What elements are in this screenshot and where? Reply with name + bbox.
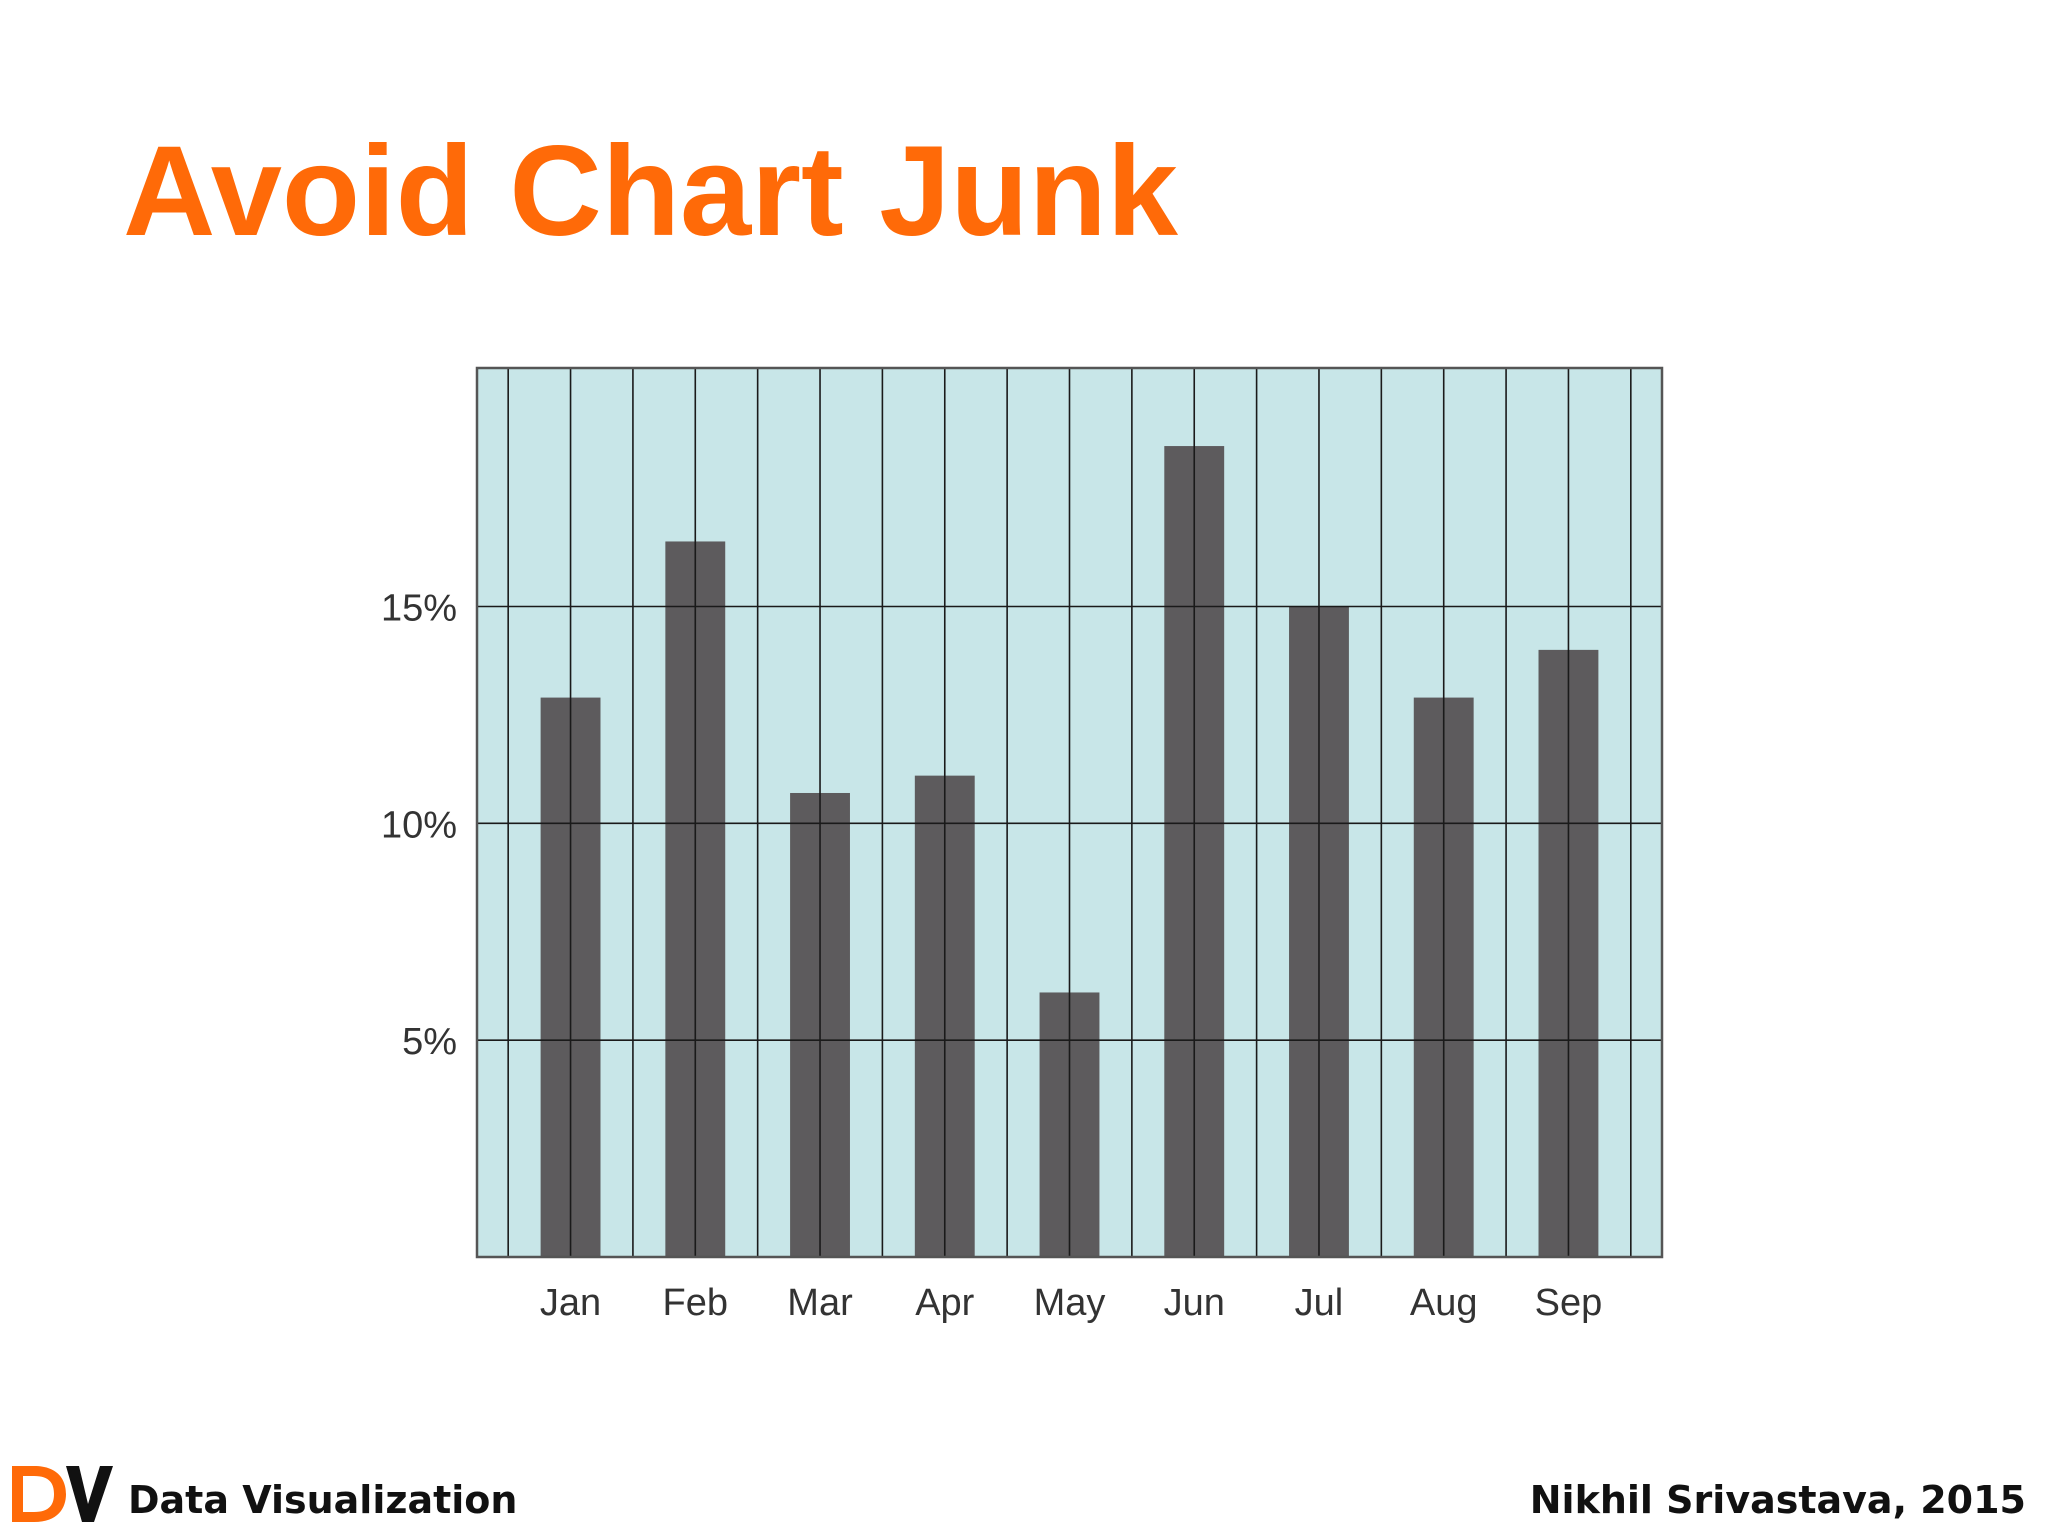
x-tick-label: Feb (663, 1282, 728, 1324)
x-tick-label: Sep (1535, 1282, 1603, 1324)
footer-author-year: Nikhil Srivastava, 2015 (1529, 1478, 2026, 1522)
x-tick-label: May (1034, 1282, 1106, 1324)
x-tick-label: Jul (1295, 1282, 1344, 1324)
logo-letter-d (12, 1466, 66, 1522)
plot-frame (475, 366, 1664, 1259)
x-tick-label: Apr (915, 1282, 974, 1324)
footer-course-title: Data Visualization (128, 1478, 518, 1522)
dv-logo (12, 1466, 113, 1522)
y-tick-label: 5% (402, 1021, 457, 1063)
y-tick-label: 15% (381, 588, 457, 630)
x-tick-label: Jun (1164, 1282, 1225, 1324)
x-tick-label: Mar (787, 1282, 853, 1324)
logo-letter-v (66, 1466, 113, 1522)
y-tick-label: 10% (381, 804, 457, 846)
slide-title: Avoid Chart Junk (123, 120, 1178, 263)
x-tick-label: Jan (540, 1282, 601, 1324)
x-tick-label: Aug (1410, 1282, 1478, 1324)
